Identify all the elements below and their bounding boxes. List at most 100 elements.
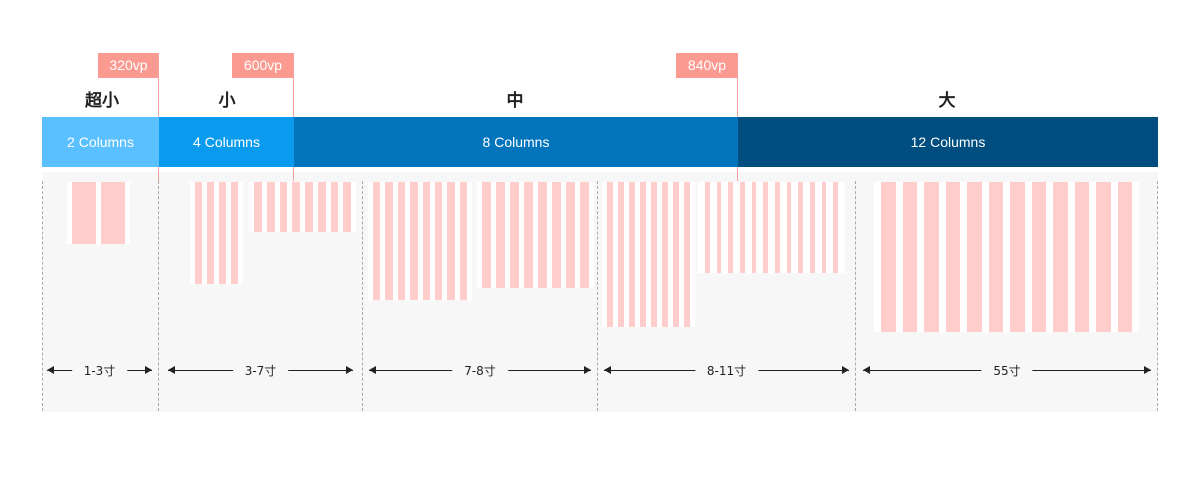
breakpoint-tag-320: 320vp xyxy=(98,53,159,78)
grid-column xyxy=(373,182,381,300)
arrow-right-icon xyxy=(584,366,591,374)
separator-line xyxy=(855,181,856,411)
grid-column xyxy=(524,182,533,288)
grid-column xyxy=(1074,182,1089,332)
grid-column xyxy=(684,182,690,327)
grid-column xyxy=(618,182,624,327)
grid-column xyxy=(775,182,780,273)
grid-sample-4-columns-portrait xyxy=(190,182,243,284)
separator-line xyxy=(158,181,159,411)
grid-column xyxy=(751,182,757,273)
grid-column xyxy=(207,182,214,284)
arrow-right-icon xyxy=(842,366,849,374)
grid-column xyxy=(786,182,792,273)
grid-column xyxy=(254,182,262,232)
grid-column xyxy=(292,182,300,232)
grid-column xyxy=(330,182,339,232)
grid-column xyxy=(397,182,406,300)
grid-column xyxy=(410,182,418,300)
range-indicator-3-7: 3-7寸 xyxy=(168,362,353,380)
arrow-left-icon xyxy=(604,366,611,374)
arrow-left-icon xyxy=(863,366,870,374)
grid-column xyxy=(231,182,238,284)
grid-column xyxy=(607,182,613,327)
columns-band-2: 2 Columns xyxy=(42,117,159,167)
arrow-left-icon xyxy=(369,366,376,374)
size-class-md: 中 xyxy=(506,91,524,111)
grid-column xyxy=(651,182,657,327)
columns-band-12: 12 Columns xyxy=(738,117,1158,167)
range-indicator-1-3: 1-3寸 xyxy=(47,362,152,380)
grid-column xyxy=(459,182,467,300)
size-class-sm: 小 xyxy=(218,91,236,111)
grid-column xyxy=(1053,182,1068,332)
grid-column xyxy=(902,182,917,332)
grid-column xyxy=(482,182,491,288)
grid-column xyxy=(496,182,505,288)
range-label: 1-3寸 xyxy=(71,362,128,380)
grid-column xyxy=(434,182,443,300)
grid-column xyxy=(447,182,455,300)
separator-line xyxy=(362,181,363,411)
grid-column xyxy=(580,182,589,288)
range-label: 7-8寸 xyxy=(452,362,508,380)
grid-column xyxy=(798,182,803,273)
grid-column xyxy=(566,182,575,288)
range-label: 3-7寸 xyxy=(232,362,289,380)
grid-column xyxy=(343,182,351,232)
grid-column xyxy=(422,182,430,300)
columns-band-8: 8 Columns xyxy=(294,117,738,167)
grid-column xyxy=(538,182,547,288)
grid-column xyxy=(945,182,960,332)
breakpoint-tag-600: 600vp xyxy=(232,53,294,78)
grid-column xyxy=(1117,182,1132,332)
grid-column xyxy=(881,182,896,332)
grid-column xyxy=(1096,182,1111,332)
grid-column xyxy=(1010,182,1025,332)
grid-column xyxy=(810,182,815,273)
grid-column xyxy=(662,182,668,327)
arrow-right-icon xyxy=(145,366,152,374)
grid-column xyxy=(317,182,326,232)
size-class-xs: 超小 xyxy=(85,91,119,111)
grid-column xyxy=(988,182,1003,332)
grid-column xyxy=(219,182,226,284)
grid-column xyxy=(195,182,202,284)
grid-sample-2-columns xyxy=(67,182,130,244)
grid-column xyxy=(510,182,519,288)
size-class-lg: 大 xyxy=(938,91,956,111)
grid-sample-8-columns-landscape xyxy=(477,182,594,288)
columns-band-4: 4 Columns xyxy=(159,117,294,167)
grid-sample-12-columns-landscape xyxy=(698,182,845,273)
grid-column xyxy=(305,182,313,232)
grid-column xyxy=(821,182,827,273)
grid-column xyxy=(763,182,768,273)
grid-sample-8-columns-landscape xyxy=(249,182,356,232)
grid-column xyxy=(72,182,96,244)
grid-column xyxy=(740,182,745,273)
breakpoint-tag-840: 840vp xyxy=(676,53,738,78)
grid-column xyxy=(1031,182,1046,332)
separator-line xyxy=(597,181,598,411)
grid-column xyxy=(266,182,275,232)
range-label: 55寸 xyxy=(981,362,1033,380)
grid-column xyxy=(552,182,561,288)
grid-sample-8-columns-portrait xyxy=(602,182,695,327)
grid-column xyxy=(640,182,646,327)
range-indicator-7-8: 7-8寸 xyxy=(369,362,591,380)
arrow-right-icon xyxy=(346,366,353,374)
grid-column xyxy=(967,182,982,332)
arrow-right-icon xyxy=(1144,366,1151,374)
grid-sample-8-columns-portrait xyxy=(368,182,472,300)
grid-column xyxy=(101,182,125,244)
grid-column xyxy=(279,182,288,232)
arrow-left-icon xyxy=(47,366,54,374)
grid-column xyxy=(728,182,733,273)
range-label: 8-11寸 xyxy=(694,362,759,380)
grid-sample-12-columns-large xyxy=(874,182,1139,332)
grid-column xyxy=(629,182,635,327)
range-indicator-55: 55寸 xyxy=(863,362,1151,380)
grid-column xyxy=(924,182,939,332)
grid-column xyxy=(673,182,679,327)
